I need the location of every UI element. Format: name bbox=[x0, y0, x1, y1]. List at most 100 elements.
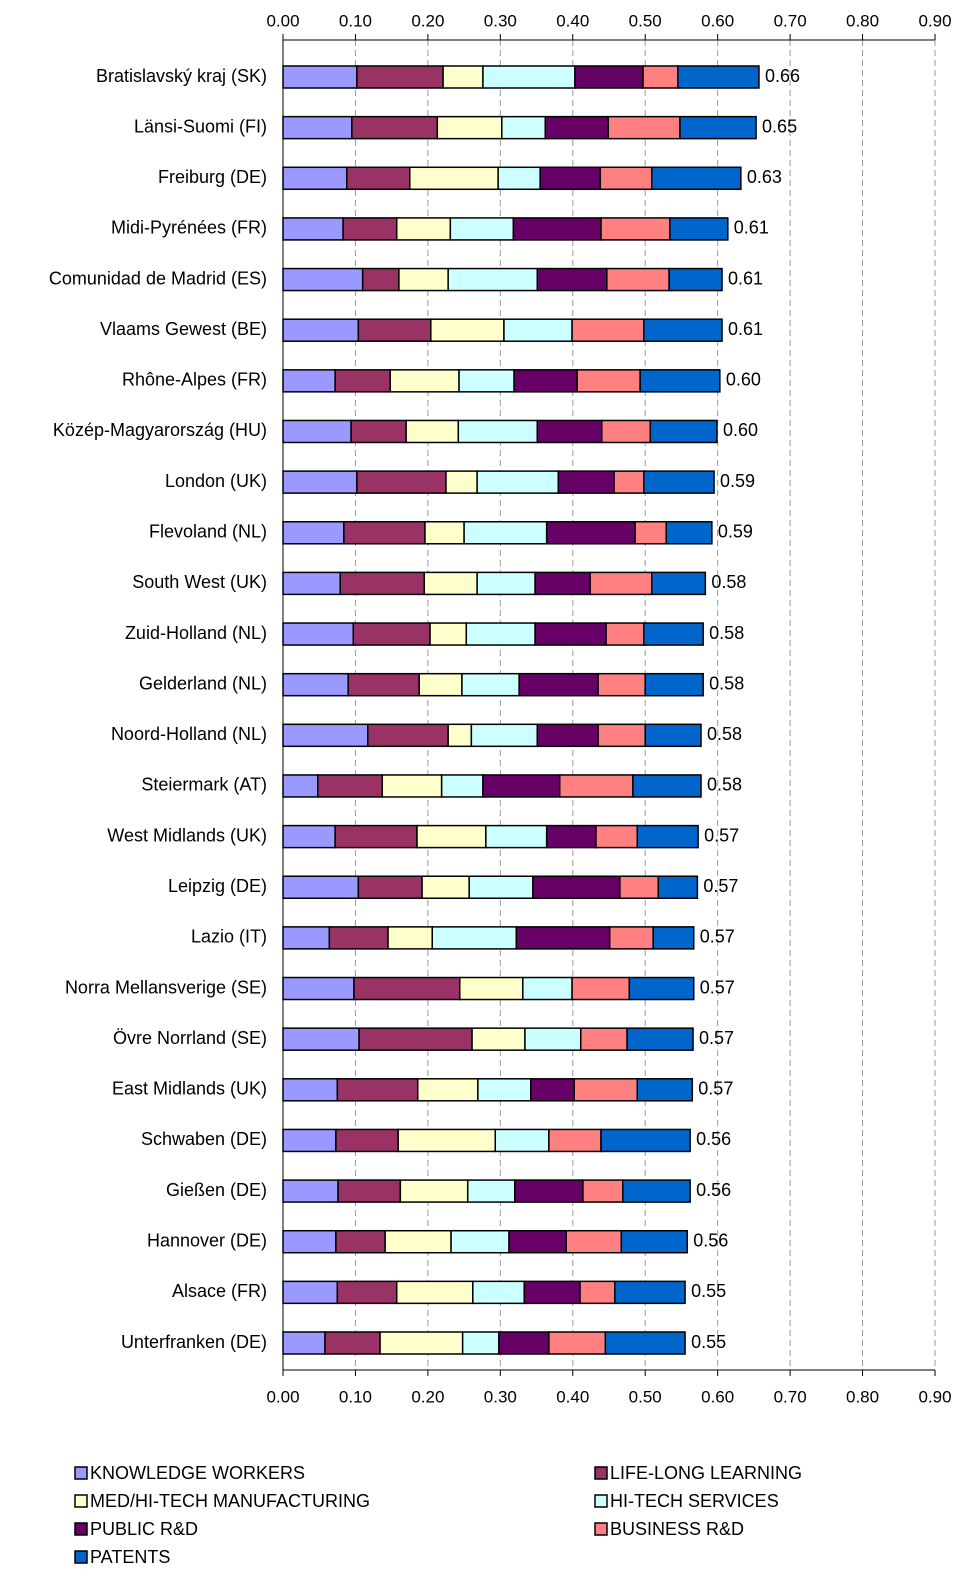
y-tick-label: Unterfranken (DE) bbox=[121, 1332, 267, 1352]
bar-segment bbox=[399, 1179, 469, 1203]
bar-segment bbox=[573, 1078, 639, 1102]
bar-segment bbox=[282, 875, 360, 899]
x-tick-label: 0.30 bbox=[484, 11, 517, 30]
bar-segment bbox=[589, 571, 653, 596]
bar-segment bbox=[534, 622, 607, 646]
bar-segment bbox=[472, 1280, 525, 1305]
bar-segment bbox=[600, 217, 671, 241]
bar-segment bbox=[643, 318, 723, 342]
bar-segment bbox=[470, 723, 539, 748]
bar-segment bbox=[436, 115, 503, 140]
bar-segment bbox=[668, 267, 723, 292]
bar-segment bbox=[457, 419, 539, 444]
bar-segment bbox=[644, 723, 702, 748]
y-tick-label: Freiburg (DE) bbox=[158, 167, 267, 187]
bar-segment bbox=[599, 166, 653, 191]
bar-segment bbox=[471, 1027, 526, 1051]
total-label: 0.56 bbox=[693, 1230, 728, 1250]
bar-segment bbox=[334, 824, 418, 849]
bar-segment bbox=[357, 318, 432, 342]
bar-segment bbox=[619, 875, 660, 899]
x-tick-label: 0.00 bbox=[266, 11, 299, 30]
bar-segment bbox=[282, 723, 369, 748]
y-tick-label: Övre Norrland (SE) bbox=[113, 1028, 267, 1048]
legend-label: KNOWLEDGE WORKERS bbox=[90, 1463, 305, 1483]
bar-segment bbox=[644, 672, 704, 697]
bar-segment bbox=[282, 1078, 339, 1102]
x-tick-label: 0.20 bbox=[411, 11, 444, 30]
legend-label: PATENTS bbox=[90, 1547, 170, 1567]
bar-segment bbox=[342, 217, 398, 241]
x-tick-label: 0.10 bbox=[339, 11, 372, 30]
x-tick-label: 0.90 bbox=[918, 11, 951, 30]
legend-swatch bbox=[594, 1522, 608, 1536]
bar-segment bbox=[416, 1078, 479, 1102]
y-tick-label: Lazio (IT) bbox=[191, 927, 267, 947]
bar-segment bbox=[447, 723, 473, 748]
bar-segment bbox=[482, 65, 576, 89]
bar-segment bbox=[600, 1128, 691, 1153]
bar-segment bbox=[324, 1331, 381, 1355]
y-tick-label: London (UK) bbox=[165, 471, 267, 491]
bar-segment bbox=[536, 267, 608, 292]
bar-segment bbox=[497, 166, 541, 191]
bar-segment bbox=[622, 1179, 691, 1203]
total-label: 0.61 bbox=[728, 319, 763, 339]
bar-segment bbox=[351, 115, 439, 140]
bar-segment bbox=[557, 470, 615, 494]
bar-segment bbox=[515, 926, 611, 950]
bar-segment bbox=[335, 1128, 399, 1153]
bar-segment bbox=[282, 1331, 326, 1355]
bar-segment bbox=[405, 419, 460, 444]
bar-segment bbox=[597, 723, 646, 748]
total-label: 0.57 bbox=[699, 1028, 734, 1048]
bar-segment bbox=[485, 824, 548, 849]
bar-segment bbox=[387, 926, 433, 950]
bar-segment bbox=[522, 976, 573, 1001]
x-tick-label: 0.80 bbox=[846, 1387, 879, 1406]
bar-segment bbox=[558, 774, 634, 798]
bar-segment bbox=[652, 926, 695, 950]
bar-segment bbox=[498, 1331, 550, 1355]
bar-segment bbox=[282, 1027, 360, 1051]
bar-segment bbox=[458, 369, 515, 393]
bar-segment bbox=[282, 1229, 337, 1254]
bar-segment bbox=[353, 976, 461, 1001]
x-tick-label: 0.80 bbox=[846, 11, 879, 30]
bar-segment bbox=[282, 926, 331, 950]
y-tick-label: Gelderland (NL) bbox=[139, 673, 267, 693]
y-tick-label: Bratislavský kraj (SK) bbox=[96, 66, 267, 86]
bar-segment bbox=[424, 521, 465, 545]
bar-segment bbox=[430, 318, 505, 342]
bar-segment bbox=[395, 1280, 474, 1305]
total-label: 0.60 bbox=[723, 420, 758, 440]
bar-segment bbox=[282, 1280, 339, 1305]
bar-segment bbox=[665, 521, 713, 545]
legend-label: LIFE-LONG LEARNING bbox=[610, 1463, 802, 1483]
y-tick-label: Közép-Magyarország (HU) bbox=[53, 420, 267, 440]
bar-segment bbox=[628, 976, 695, 1001]
bar-segment bbox=[545, 521, 636, 545]
bar-segment bbox=[643, 470, 715, 494]
bar-segment bbox=[367, 723, 449, 748]
total-label: 0.57 bbox=[700, 977, 735, 997]
bar-segment bbox=[440, 774, 484, 798]
bar-segment bbox=[395, 217, 452, 241]
y-tick-label: Hannover (DE) bbox=[147, 1230, 267, 1250]
x-tick-label: 0.20 bbox=[411, 1387, 444, 1406]
bar-segment bbox=[442, 65, 484, 89]
x-tick-label: 0.90 bbox=[918, 1387, 951, 1406]
bar-segment bbox=[450, 1229, 510, 1254]
legend-label: HI-TECH SERVICES bbox=[610, 1491, 779, 1511]
bar-segment bbox=[328, 926, 389, 950]
total-label: 0.65 bbox=[762, 116, 797, 136]
bar-segment bbox=[282, 470, 358, 494]
total-label: 0.60 bbox=[726, 370, 761, 390]
bar-segment bbox=[579, 1280, 616, 1305]
y-tick-label: Rhône-Alpes (FR) bbox=[122, 370, 267, 390]
bar-segment bbox=[398, 267, 449, 292]
bar-segment bbox=[282, 369, 336, 393]
bar-segment bbox=[518, 672, 599, 697]
bar-segment bbox=[347, 672, 420, 697]
total-label: 0.55 bbox=[691, 1281, 726, 1301]
